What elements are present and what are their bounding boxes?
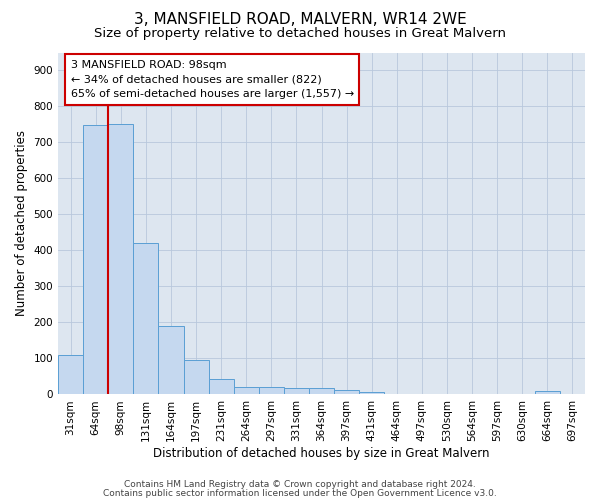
X-axis label: Distribution of detached houses by size in Great Malvern: Distribution of detached houses by size … [153,447,490,460]
Text: Contains HM Land Registry data © Crown copyright and database right 2024.: Contains HM Land Registry data © Crown c… [124,480,476,489]
Bar [259,387,284,394]
Bar [58,355,83,395]
Bar [309,388,334,394]
Bar [133,243,158,394]
Bar [209,380,233,394]
Text: Size of property relative to detached houses in Great Malvern: Size of property relative to detached ho… [94,28,506,40]
Bar [233,388,259,394]
Y-axis label: Number of detached properties: Number of detached properties [15,130,28,316]
Bar [184,360,209,394]
Bar [284,388,309,394]
Bar [535,391,560,394]
Bar [158,326,184,394]
Text: Contains public sector information licensed under the Open Government Licence v3: Contains public sector information licen… [103,488,497,498]
Bar [334,390,359,394]
Bar [83,125,108,394]
Text: 3, MANSFIELD ROAD, MALVERN, WR14 2WE: 3, MANSFIELD ROAD, MALVERN, WR14 2WE [134,12,466,28]
Text: 3 MANSFIELD ROAD: 98sqm
← 34% of detached houses are smaller (822)
65% of semi-d: 3 MANSFIELD ROAD: 98sqm ← 34% of detache… [71,60,354,100]
Bar [108,124,133,394]
Bar [359,392,384,394]
